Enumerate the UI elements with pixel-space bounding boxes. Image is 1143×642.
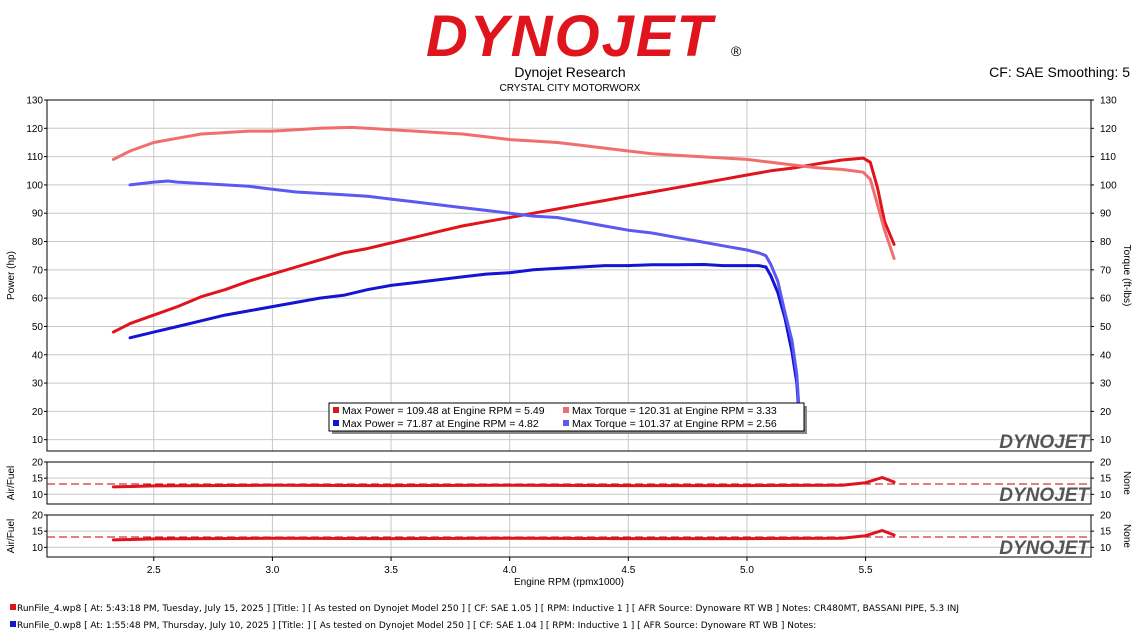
y-tick-label-left: 70: [32, 265, 44, 276]
y-tick-label-left: 40: [32, 350, 44, 361]
footer-run4: RunFile_4.wp8 [ At: 5:43:18 PM, Tuesday,…: [10, 604, 959, 614]
afr-plot-1: 10 10 15 15 20 20 Air/Fuel None DYNOJET: [6, 458, 1132, 507]
series-line-run0_power: [128, 263, 801, 419]
y-tick-label-left: 15: [32, 474, 44, 485]
company-name: Dynojet Research: [514, 64, 625, 80]
legend-swatch: [563, 420, 569, 426]
y-tick-label-right: 70: [1100, 265, 1112, 276]
legend-swatch: [333, 407, 339, 413]
plot-frame: [46, 99, 1092, 452]
series-line-run4_power: [111, 156, 896, 334]
y-tick-label-right: 10: [1100, 435, 1112, 446]
main-plot: 10 10 20 20 30 30 40 40 50 50 60 60 70 70 80 80 90 90 100 1…: [6, 96, 1132, 454]
x-axis-title: Engine RPM (rpmx1000): [514, 577, 624, 588]
y-tick-label-left: 10: [32, 490, 44, 501]
y-tick-label-right: 100: [1100, 180, 1117, 191]
run0-flag-icon: [10, 621, 16, 627]
x-tick-label: 3.5: [384, 565, 398, 576]
legend-entry: Max Torque = 120.31 at Engine RPM = 3.33: [572, 405, 777, 417]
y-axis-title-left: Air/Fuel: [6, 519, 17, 553]
y-tick-label-right: 20: [1100, 407, 1112, 418]
y-tick-label-right: 15: [1100, 474, 1112, 485]
y-tick-label-left: 20: [32, 511, 44, 522]
footer-run0-text: RunFile_0.wp8 [ At: 1:55:48 PM, Thursday…: [17, 621, 817, 631]
legend: Max Power = 109.48 at Engine RPM = 5.49 M…: [328, 402, 807, 434]
y-tick-label-left: 80: [32, 237, 44, 248]
y-tick-label-left: 20: [32, 407, 44, 418]
footer-run0: RunFile_0.wp8 [ At: 1:55:48 PM, Thursday…: [10, 621, 816, 631]
x-tick-label: 2.5: [147, 565, 161, 576]
y-tick-label-right: 110: [1100, 152, 1116, 163]
y-axis-title-left: Power (hp): [6, 251, 17, 300]
y-tick-label-right: 50: [1100, 322, 1112, 333]
trademark-symbol: ®: [731, 43, 742, 59]
y-tick-label-left: 130: [26, 96, 43, 107]
y-axis-title-right: None: [1121, 524, 1132, 548]
y-tick-label-left: 15: [32, 527, 44, 538]
cf-smoothing: CF: SAE Smoothing: 5: [989, 64, 1130, 80]
y-tick-label-left: 110: [27, 152, 43, 163]
y-tick-label-right: 120: [1100, 124, 1117, 135]
x-axis: 2.5 3.0 3.5 4.0 4.5 5.0 5.5 Engine RPM (rpmx100…: [147, 557, 873, 588]
y-tick-label-left: 50: [32, 322, 44, 333]
legend-swatch: [563, 407, 569, 413]
series-line-afr_run4: [111, 529, 896, 542]
y-tick-label-left: 10: [32, 543, 44, 554]
y-tick-label-left: 100: [26, 180, 43, 191]
legend-entry: Max Power = 109.48 at Engine RPM = 5.49: [342, 405, 545, 417]
x-tick-label: 5.0: [740, 565, 754, 576]
shop-name: CRYSTAL CITY MOTORWORX: [500, 83, 641, 94]
afr-plot-2: 10 10 15 15 20 20 Air/Fuel None DYNOJET: [6, 511, 1132, 560]
y-tick-label-right: 10: [1100, 543, 1112, 554]
y-tick-label-left: 30: [32, 379, 44, 390]
plot-frame: [46, 461, 1092, 505]
y-tick-label-right: 80: [1100, 237, 1112, 248]
y-axis-title-left: Air/Fuel: [6, 466, 17, 500]
y-tick-label-left: 90: [32, 209, 44, 220]
watermark-logo: DYNOJET: [999, 485, 1090, 506]
x-tick-label: 3.0: [265, 565, 279, 576]
x-tick-label: 4.5: [621, 565, 635, 576]
dynojet-logo: DYNOJET: [426, 4, 717, 69]
watermark-logo: DYNOJET: [999, 432, 1090, 453]
y-tick-label-left: 120: [26, 124, 43, 135]
plot-frame: [46, 514, 1092, 558]
watermark-logo: DYNOJET: [999, 538, 1090, 559]
y-tick-label-right: 40: [1100, 350, 1112, 361]
y-tick-label-right: 60: [1100, 294, 1112, 305]
legend-swatch: [333, 420, 339, 426]
y-tick-label-right: 10: [1100, 490, 1112, 501]
header: DYNOJET ® Dynojet Research CRYSTAL CITY …: [426, 4, 1130, 94]
y-tick-label-left: 60: [32, 294, 44, 305]
legend-entry: Max Power = 71.87 at Engine RPM = 4.82: [342, 418, 539, 430]
x-tick-label: 4.0: [503, 565, 517, 576]
y-tick-label-left: 20: [32, 458, 44, 469]
series-line-afr_run4: [111, 476, 896, 489]
y-axis-title-right: None: [1121, 471, 1132, 495]
y-tick-label-right: 20: [1100, 458, 1112, 469]
series-line-run4_torque: [111, 125, 896, 260]
y-tick-label-right: 130: [1100, 96, 1117, 107]
series-line-run0_torque: [128, 179, 801, 413]
y-tick-label-right: 90: [1100, 209, 1112, 220]
x-tick-label: 5.5: [859, 565, 873, 576]
footer-run4-text: RunFile_4.wp8 [ At: 5:43:18 PM, Tuesday,…: [17, 604, 960, 614]
y-tick-label-right: 15: [1100, 527, 1112, 538]
legend-entry: Max Torque = 101.37 at Engine RPM = 2.56: [572, 418, 777, 430]
y-tick-label-left: 10: [32, 435, 44, 446]
y-tick-label-right: 20: [1100, 511, 1112, 522]
run4-flag-icon: [10, 604, 16, 610]
y-axis-title-right: Torque (ft-lbs): [1121, 245, 1132, 307]
y-tick-label-right: 30: [1100, 379, 1112, 390]
